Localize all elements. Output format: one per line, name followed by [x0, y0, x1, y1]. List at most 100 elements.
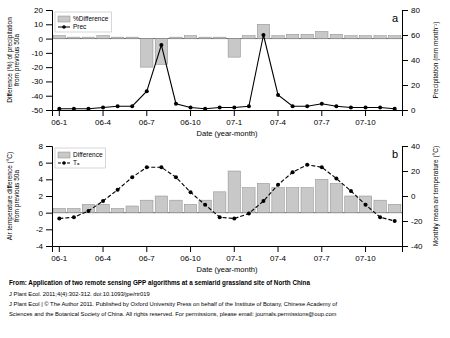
line-series [57, 163, 396, 223]
bar [155, 196, 167, 213]
tick-label: 0 [39, 35, 44, 44]
tick-mark [234, 246, 235, 252]
x-tick: 06-10 [180, 110, 201, 127]
bar [82, 204, 94, 212]
panel-label: b [392, 148, 398, 160]
legend-swatch [58, 152, 70, 158]
legend-swatch [58, 16, 70, 22]
y2-tick: 0 [402, 192, 416, 201]
marker [276, 93, 280, 97]
x-tick: 06-10 [180, 246, 201, 263]
tick-mark [402, 60, 408, 61]
tick-label: -40 [411, 242, 423, 251]
x-axis-title: Date (year-month) [197, 129, 258, 138]
panel: 06-106-406-706-1007-107-407-707-10-4-202… [6, 142, 440, 274]
y-axis-title: Difference (%) of precipitationfrom prev… [6, 17, 21, 103]
tick-label: 06-1 [51, 254, 68, 263]
caption: From: Application of two remote sensing … [9, 279, 337, 317]
tick-label: 06-4 [95, 254, 112, 263]
tick-mark [365, 246, 366, 252]
bar [272, 188, 284, 213]
tick-mark [46, 246, 52, 247]
bar [214, 192, 226, 213]
tick-label: 40 [411, 56, 420, 65]
marker [116, 188, 120, 192]
y-tick: 10 [34, 20, 52, 29]
y-tick: 2 [39, 192, 52, 201]
y2-tick: -20 [402, 217, 423, 226]
marker [393, 219, 397, 223]
tick-label: 10 [34, 20, 43, 29]
axis-line [46, 11, 53, 111]
tick-label: 07-7 [314, 118, 331, 127]
legend: %DifferencePrec [55, 12, 111, 32]
bar [316, 179, 328, 212]
legend-box [55, 148, 106, 168]
bar [68, 37, 80, 38]
bar [330, 34, 342, 38]
y-axis: -4-202468 [36, 142, 53, 251]
tick-label: 06-7 [139, 118, 156, 127]
marker [174, 175, 178, 179]
legend: DifferenceTₐ [55, 148, 106, 168]
y2-tick: 0 [402, 106, 416, 115]
y-tick: 20 [34, 6, 52, 15]
caption-line: J Plant Ecol | © The Author 2011. Publis… [9, 301, 337, 307]
tick-label: 80 [411, 6, 420, 15]
bar [126, 37, 138, 38]
bar [272, 36, 284, 39]
tick-label: 6 [39, 159, 44, 168]
marker [291, 104, 295, 108]
tick-mark [46, 67, 52, 68]
marker [291, 170, 295, 174]
tick-mark [402, 221, 408, 222]
tick-label: 8 [39, 142, 44, 151]
bar [286, 34, 298, 38]
tick-mark [46, 146, 52, 147]
bar [359, 36, 371, 39]
tick-mark [146, 110, 147, 116]
axis-line [53, 111, 403, 117]
line [59, 165, 394, 221]
marker [349, 106, 353, 110]
legend-box [55, 12, 111, 32]
marker [189, 190, 193, 194]
tick-mark [402, 10, 408, 11]
marker [334, 177, 338, 181]
tick-mark [103, 246, 104, 252]
bar [359, 196, 371, 213]
tick-label: 06-10 [180, 254, 201, 263]
bar [301, 188, 313, 213]
marker [320, 102, 324, 106]
tick-mark [46, 196, 52, 197]
tick-mark [402, 110, 408, 111]
tick-label: 20 [411, 81, 420, 90]
marker [247, 104, 251, 108]
bar [97, 36, 109, 39]
y-tick: 0 [39, 35, 52, 44]
marker [378, 215, 382, 219]
caption-line: J Plant Ecol. 2011;4(4):302-312. doi:10.… [9, 291, 150, 297]
tick-mark [234, 110, 235, 116]
axis-line [403, 11, 409, 111]
bar [82, 37, 94, 38]
tick-label: -40 [31, 92, 43, 101]
bar [111, 37, 123, 38]
x-tick: 07-7 [314, 246, 331, 263]
marker [159, 43, 163, 47]
caption-line: Sciences and the Botanical Society of Ch… [9, 311, 337, 317]
tick-label: 07-4 [270, 254, 287, 263]
tick-mark [402, 171, 408, 172]
tick-mark [402, 196, 408, 197]
bar [184, 204, 196, 212]
tick-label: 06-4 [95, 118, 112, 127]
tick-mark [321, 246, 322, 252]
y-tick: -30 [31, 77, 52, 86]
legend-label: Prec [73, 23, 87, 30]
bar [257, 24, 269, 38]
tick-label: 0 [39, 209, 44, 218]
marker [261, 33, 265, 37]
y2-tick: 60 [402, 31, 420, 40]
marker [189, 106, 193, 110]
marker [86, 209, 90, 213]
